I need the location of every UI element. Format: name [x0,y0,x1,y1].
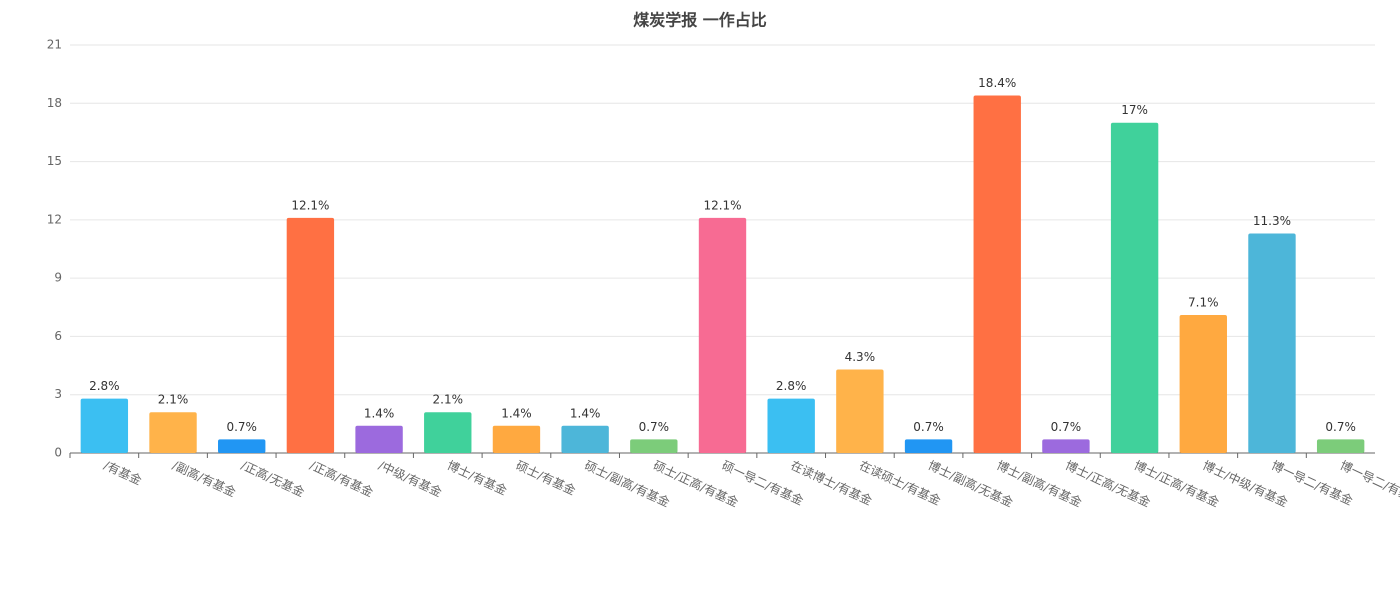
x-tick-label: 博士/有基金 [445,457,509,498]
bar [424,412,472,453]
value-label: 12.1% [703,198,741,212]
x-tick-label: /正高/有基金 [308,457,376,499]
bar [973,95,1021,453]
value-label: 0.7% [1325,420,1356,434]
value-label: 7.1% [1188,296,1219,310]
bar [1316,439,1365,453]
value-label: 0.7% [913,420,944,434]
y-tick-label: 3 [54,387,62,401]
bar [630,439,678,453]
x-tick-label: /正高/无基金 [239,457,307,499]
bar [767,398,815,453]
value-label: 1.4% [501,406,532,420]
bar [286,217,335,453]
value-label: 2.8% [776,379,807,393]
bar [836,369,884,453]
bar [218,439,266,453]
value-label: 2.8% [89,379,120,393]
value-label: 1.4% [364,406,395,420]
value-label: 12.1% [291,198,329,212]
x-tick-label: /副高/有基金 [170,457,238,499]
y-tick-label: 12 [47,212,62,226]
bar [149,412,197,453]
value-label: 18.4% [978,76,1016,90]
y-tick-label: 15 [47,154,62,168]
value-label: 11.3% [1253,214,1291,228]
bar [80,398,129,453]
value-label: 17% [1121,103,1148,117]
x-tick-label: /中级/有基金 [376,457,444,499]
x-tick-label: /有基金 [102,457,145,488]
bar [355,425,403,453]
y-tick-label: 21 [47,38,62,52]
bar [1179,315,1227,453]
bar [1042,439,1090,453]
value-label: 2.1% [433,393,464,407]
x-tick-label: 硕士/有基金 [514,457,578,498]
bar [1110,122,1159,453]
y-tick-label: 18 [47,96,62,110]
bar [492,425,541,453]
value-label: 2.1% [158,393,189,407]
value-label: 0.7% [1051,420,1082,434]
chart-title: 煤炭学报 一作占比 [633,11,767,30]
y-tick-label: 9 [54,271,62,285]
value-label: 0.7% [226,420,257,434]
bar [698,217,747,453]
value-label: 0.7% [639,420,670,434]
value-label: 4.3% [845,350,876,364]
bar [904,439,953,453]
bar [561,425,609,453]
y-tick-label: 0 [54,446,62,460]
y-tick-label: 6 [54,329,62,343]
bar [1248,233,1296,453]
value-label: 1.4% [570,406,601,420]
